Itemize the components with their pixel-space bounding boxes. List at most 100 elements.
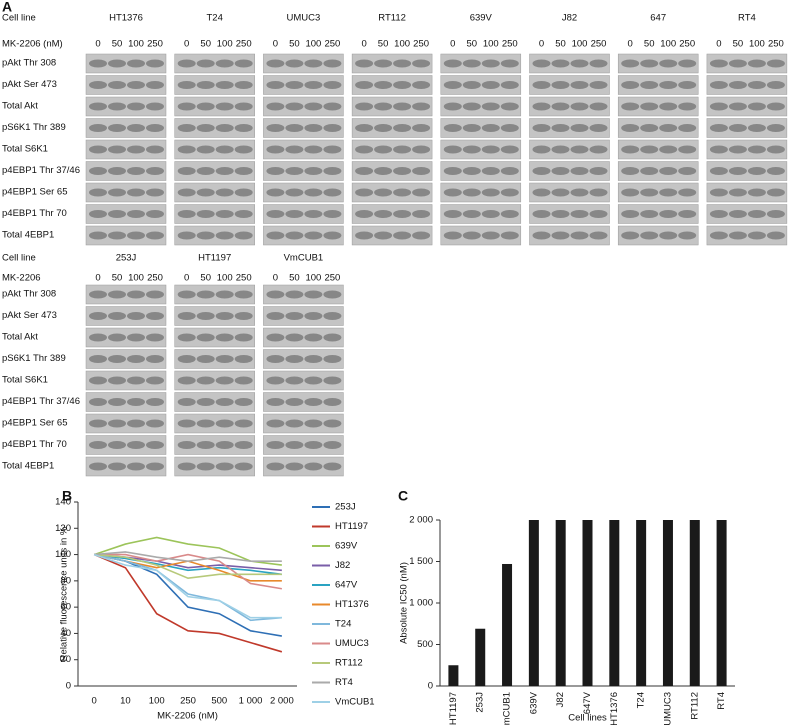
band: [766, 188, 785, 197]
blot-row-label: p4EBP1 Thr 70: [2, 208, 67, 219]
cell-line: RT4: [738, 13, 756, 24]
band: [640, 124, 659, 132]
band: [589, 59, 608, 68]
bar: [689, 520, 700, 686]
band: [570, 231, 589, 240]
band: [266, 462, 285, 471]
dose: 250: [147, 273, 163, 284]
band: [285, 81, 304, 89]
blot-row-label: pAkt Thr 308: [2, 289, 56, 300]
band: [766, 59, 785, 68]
band: [127, 312, 145, 320]
band: [234, 419, 253, 428]
band: [108, 188, 126, 197]
band: [500, 81, 519, 89]
band: [678, 167, 697, 175]
band: [234, 167, 253, 175]
band: [393, 145, 412, 154]
band: [659, 188, 678, 197]
band: [196, 102, 215, 111]
x-tick-label: RT112: [689, 692, 700, 720]
y-tick-label: 120: [55, 523, 71, 534]
x-tick-label: HT1197: [448, 692, 459, 725]
band: [304, 188, 323, 197]
band: [443, 167, 462, 175]
bar: [662, 520, 673, 686]
band: [443, 59, 462, 68]
blot-row-label: p4EBP1 Ser 65: [2, 418, 68, 429]
band: [462, 124, 481, 132]
band: [215, 231, 234, 240]
band: [621, 188, 640, 197]
bar: [555, 520, 566, 686]
dose: 250: [324, 273, 340, 284]
band: [215, 376, 234, 385]
band: [177, 290, 196, 299]
band: [728, 59, 747, 68]
band: [355, 124, 374, 132]
band: [127, 333, 145, 342]
band: [551, 145, 570, 154]
cell-line: 647: [650, 13, 666, 24]
band: [127, 290, 145, 299]
x-tick-label: 0: [91, 696, 96, 707]
cell-line: RT112: [378, 13, 406, 24]
band: [659, 167, 678, 175]
y-tick-label: 100: [55, 549, 71, 560]
band: [234, 81, 253, 89]
dose: 250: [236, 273, 252, 284]
band: [412, 102, 431, 111]
band: [215, 290, 234, 299]
band: [304, 59, 323, 68]
bar: [609, 520, 620, 686]
band: [551, 59, 570, 68]
band: [285, 188, 304, 197]
band: [215, 124, 234, 132]
band: [640, 59, 659, 68]
band: [266, 231, 285, 240]
band: [304, 167, 323, 175]
band: [640, 231, 659, 240]
dose: 100: [572, 39, 588, 50]
band: [766, 167, 785, 175]
band: [412, 124, 431, 132]
row-header: Cell line: [2, 13, 36, 24]
dose: 0: [539, 39, 544, 50]
band: [177, 188, 196, 197]
band: [89, 355, 107, 363]
band: [766, 231, 785, 240]
band: [393, 231, 412, 240]
band: [659, 81, 678, 89]
band: [500, 167, 519, 175]
band: [709, 210, 728, 218]
band: [304, 145, 323, 154]
legend-label: T24: [335, 619, 351, 630]
band: [89, 462, 107, 471]
band: [462, 81, 481, 89]
band: [443, 188, 462, 197]
band: [196, 398, 215, 406]
dose: 0: [184, 273, 189, 284]
band: [146, 462, 164, 471]
band: [532, 81, 551, 89]
band: [285, 419, 304, 428]
band: [728, 188, 747, 197]
band: [266, 167, 285, 175]
legend-label: RT4: [335, 677, 353, 688]
band: [304, 419, 323, 428]
band: [443, 124, 462, 132]
band: [640, 102, 659, 111]
band: [177, 312, 196, 320]
x-tick-label: 250: [180, 696, 196, 707]
band: [443, 231, 462, 240]
band: [146, 419, 164, 428]
band: [177, 210, 196, 218]
band: [234, 231, 253, 240]
band: [89, 59, 107, 68]
band: [551, 210, 570, 218]
legend-label: J82: [335, 560, 350, 571]
band: [621, 231, 640, 240]
dose: 250: [591, 39, 607, 50]
dose: 50: [289, 39, 300, 50]
band: [589, 81, 608, 89]
